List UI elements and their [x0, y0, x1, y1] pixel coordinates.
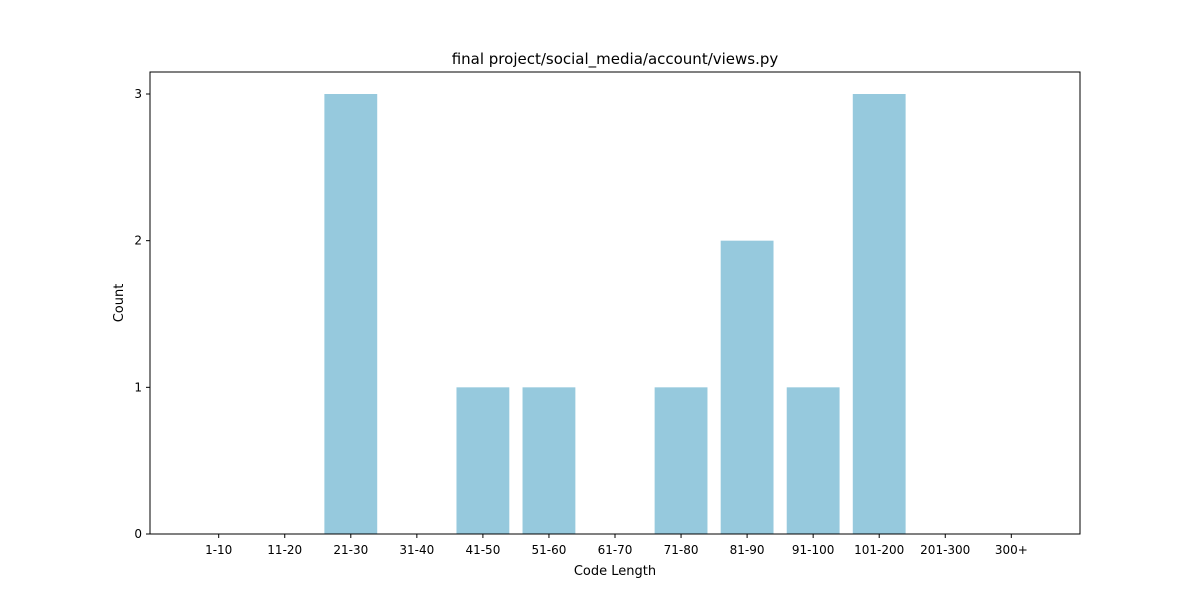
bar-21-30 — [324, 94, 378, 534]
x-tick-label: 81-90 — [730, 543, 765, 557]
x-tick-label: 71-80 — [664, 543, 699, 557]
chart-title: final project/social_media/account/views… — [452, 50, 779, 69]
bar-81-90 — [720, 240, 774, 534]
y-tick-label: 3 — [134, 87, 142, 101]
bar-71-80 — [654, 387, 708, 534]
bar-51-60 — [522, 387, 576, 534]
y-axis-label: Count — [112, 284, 127, 323]
x-axis-label: Code Length — [574, 564, 656, 579]
bar-101-200 — [852, 94, 906, 534]
x-tick-label: 91-100 — [792, 543, 835, 557]
x-tick-label: 31-40 — [399, 543, 434, 557]
x-tick-label: 201-300 — [920, 543, 970, 557]
x-tick-label: 51-60 — [532, 543, 567, 557]
x-tick-label: 300+ — [995, 543, 1028, 557]
x-tick-label: 101-200 — [854, 543, 904, 557]
y-ticks-group: 0 1 2 3 — [134, 87, 150, 541]
x-tick-label: 1-10 — [205, 543, 232, 557]
y-tick-label: 1 — [134, 380, 142, 394]
bars-group — [324, 94, 906, 534]
x-tick-label: 11-20 — [267, 543, 302, 557]
plot-frame — [149, 71, 1081, 535]
x-tick-label: 41-50 — [465, 543, 500, 557]
bar-41-50 — [456, 387, 510, 534]
x-tick-label: 61-70 — [598, 543, 633, 557]
y-tick-label: 2 — [134, 234, 142, 248]
x-tick-label: 21-30 — [333, 543, 368, 557]
x-ticks-group: 1-10 11-20 21-30 31-40 41-50 51-60 61-70 71-80 8… — [205, 534, 1028, 557]
y-tick-label: 0 — [134, 527, 142, 541]
bar-91-100 — [786, 387, 840, 534]
